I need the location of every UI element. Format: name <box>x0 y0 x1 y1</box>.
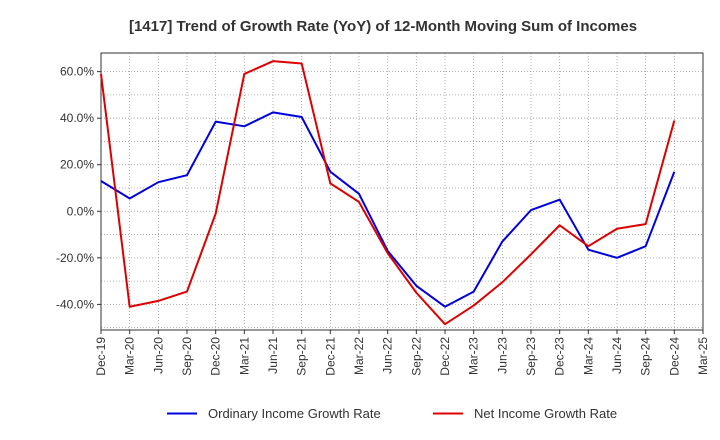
axes: 60.0% 40.0% 20.0% 0.0% -20.0% -40.0% Dec-19 Mar… <box>56 52 710 376</box>
x-tick-label: Sep-22 <box>409 337 423 376</box>
x-tick-label: Mar-21 <box>237 337 251 375</box>
x-tick-label: Sep-23 <box>524 337 538 376</box>
x-tick-label: Sep-21 <box>295 337 309 376</box>
series-lines <box>100 60 676 326</box>
x-tick-label: Dec-21 <box>323 337 337 376</box>
y-tick-label: 20.0% <box>60 158 94 172</box>
y-tick-label: 40.0% <box>60 111 94 125</box>
x-tick-label: Mar-24 <box>581 337 595 375</box>
legend-label-net-income: Net Income Growth Rate <box>474 406 617 421</box>
chart-title: [1417] Trend of Growth Rate (YoY) of 12-… <box>129 18 637 35</box>
y-tick-label: 60.0% <box>60 65 94 79</box>
x-tick-label: Mar-20 <box>123 337 137 375</box>
x-tick-label: Dec-20 <box>209 337 223 376</box>
y-tick-label: 0.0% <box>67 204 95 218</box>
x-tick-label: Jun-20 <box>151 337 165 374</box>
x-tick-label: Dec-22 <box>438 337 452 376</box>
x-tick-label: Jun-22 <box>381 337 395 374</box>
series-line-ordinary-income <box>100 111 676 308</box>
x-tick-label: Mar-23 <box>467 337 481 375</box>
x-tick-label: Sep-20 <box>180 337 194 376</box>
x-tick-label: Dec-19 <box>94 337 108 376</box>
x-tick-label: Sep-24 <box>639 337 653 376</box>
y-tick-label: -40.0% <box>56 297 94 311</box>
legend: Ordinary Income Growth Rate Net Income G… <box>167 406 617 421</box>
x-tick-label: Jun-21 <box>266 337 280 374</box>
x-tick-label: Dec-23 <box>553 337 567 376</box>
x-tick-label: Dec-24 <box>667 337 681 376</box>
x-tick-label: Mar-25 <box>696 337 710 375</box>
grid <box>101 53 703 330</box>
x-tick-label: Mar-22 <box>352 337 366 375</box>
series-line-net-income <box>100 60 676 326</box>
x-tick-label: Jun-23 <box>495 337 509 374</box>
y-tick-label: -20.0% <box>56 251 94 265</box>
legend-label-ordinary-income: Ordinary Income Growth Rate <box>208 406 381 421</box>
x-tick-label: Jun-24 <box>610 337 624 374</box>
plot-frame <box>100 52 704 331</box>
